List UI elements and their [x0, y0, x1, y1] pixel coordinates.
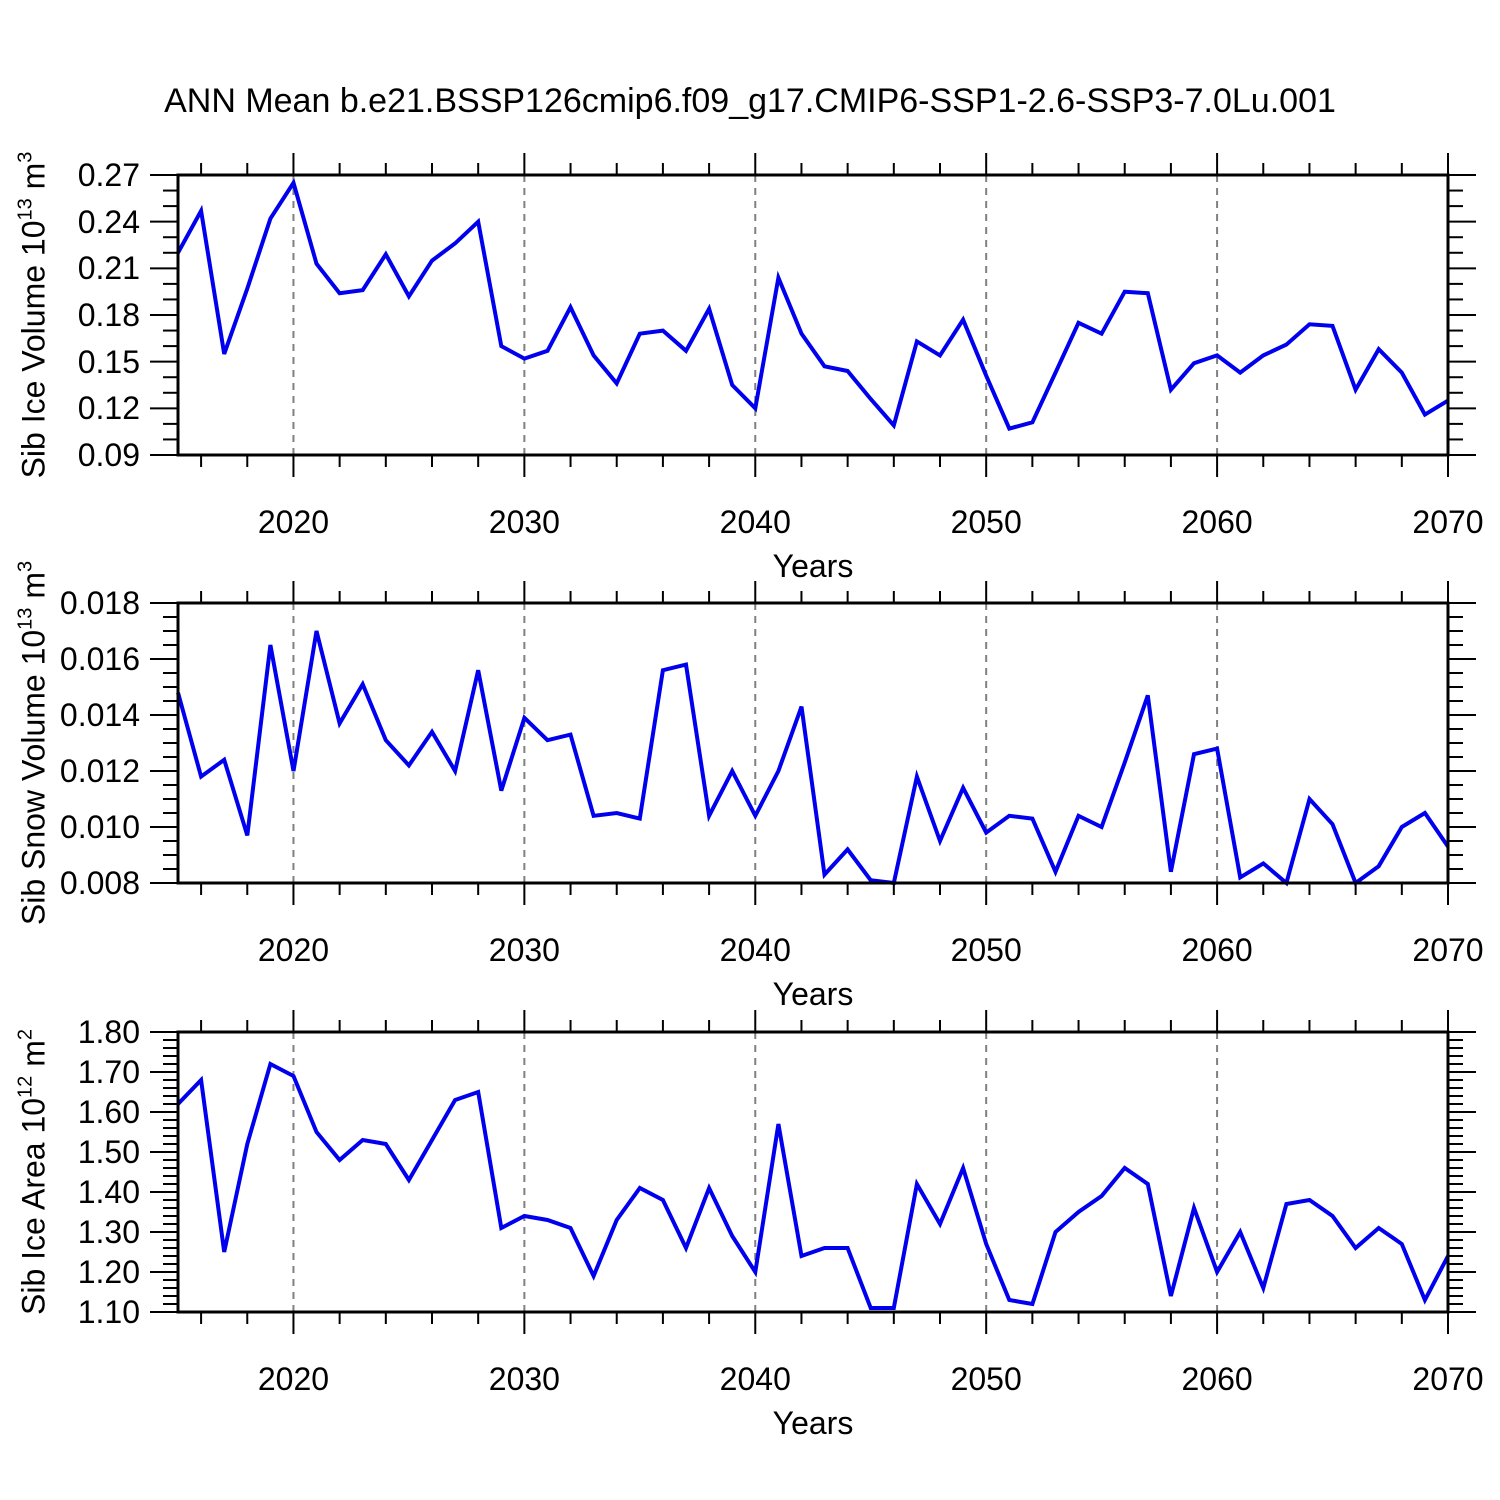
x-tick-label: 2030	[488, 1361, 560, 1397]
y-axis-title-superscript: 3	[14, 151, 37, 163]
y-tick-label: 1.60	[77, 1094, 140, 1130]
y-axis-title-text: Sib Ice Area 10	[15, 1097, 52, 1315]
y-tick-label: 0.008	[59, 865, 140, 901]
y-tick-label: 0.016	[59, 641, 140, 677]
y-axis-title-superscript: 13	[14, 607, 37, 630]
axis-box-sib-snow-volume	[176, 601, 1450, 885]
y-tick-label: 0.21	[77, 250, 140, 287]
x-tick-label: 2050	[950, 932, 1022, 968]
y-axis-title: Sib Ice Volume 1013 m3	[14, 151, 56, 479]
y-tick-label: 0.012	[59, 753, 140, 789]
y-tick-label: 1.50	[77, 1134, 140, 1170]
y-tick-label: 0.15	[77, 343, 140, 380]
x-tick-label: 2070	[1412, 504, 1484, 540]
data-line-sib-ice-volume	[176, 178, 1450, 431]
x-tick-label: 2060	[1181, 504, 1253, 540]
y-axis-title-text: Sib Snow Volume 10	[15, 629, 52, 926]
y-axis-title-text: m	[15, 572, 52, 608]
x-tick-label: 2020	[257, 504, 330, 540]
x-tick-label: 2050	[950, 1361, 1022, 1397]
y-axis-title-superscript: 3	[14, 560, 37, 573]
x-tick-label: 2030	[488, 504, 560, 540]
y-tick-label: 0.010	[59, 809, 140, 845]
axis-box-sib-ice-volume	[176, 173, 1450, 457]
x-tick-label: 2040	[719, 1361, 791, 1397]
y-axis-title: Sib Snow Volume 1013 m3	[14, 560, 56, 926]
y-tick-label: 0.18	[77, 297, 140, 333]
x-tick-label: 2060	[1181, 932, 1253, 968]
y-tick-label: 1.10	[77, 1294, 140, 1330]
x-tick-label: 2050	[950, 504, 1022, 540]
x-tick-label: 2020	[257, 1361, 330, 1397]
y-tick-label: 0.12	[77, 390, 140, 427]
y-axis-title-text: m	[15, 1040, 52, 1076]
x-axis-title: Years	[772, 548, 854, 584]
data-line-sib-ice-area	[176, 1061, 1450, 1310]
x-axis-title: Years	[772, 976, 854, 1012]
y-tick-label: 1.20	[77, 1254, 140, 1290]
y-axis-title-superscript: 13	[14, 198, 37, 221]
x-tick-label: 2040	[719, 932, 791, 968]
y-axis-title-superscript: 12	[14, 1075, 37, 1098]
data-line-sib-snow-volume	[176, 630, 1450, 887]
y-tick-label: 0.018	[59, 585, 140, 621]
x-tick-label: 2040	[719, 504, 791, 540]
y-tick-label: 1.70	[77, 1054, 140, 1090]
y-tick-label: 0.09	[77, 437, 140, 473]
y-axis-title-text: Sib Ice Volume 10	[15, 220, 52, 479]
y-tick-label: 0.27	[77, 157, 140, 193]
y-tick-label: 1.30	[77, 1214, 140, 1250]
x-tick-label: 2070	[1412, 932, 1484, 968]
y-tick-label: 0.24	[77, 203, 140, 240]
y-axis-title-text: m	[15, 162, 52, 199]
y-tick-label: 0.014	[59, 697, 140, 733]
x-tick-label: 2070	[1412, 1361, 1484, 1397]
y-axis-title: Sib Ice Area 1012 m2	[14, 1029, 56, 1315]
x-tick-label: 2060	[1181, 1361, 1253, 1397]
x-tick-label: 2030	[488, 932, 560, 968]
y-tick-label: 1.40	[77, 1174, 140, 1210]
x-axis-title: Years	[772, 1405, 854, 1441]
axis-box-sib-ice-area	[176, 1030, 1450, 1314]
y-axis-title-superscript: 2	[14, 1029, 37, 1041]
y-tick-label: 1.80	[77, 1014, 140, 1050]
figure-title: ANN Mean b.e21.BSSP126cmip6.f09_g17.CMIP…	[164, 82, 1336, 120]
x-tick-label: 2020	[257, 932, 330, 968]
